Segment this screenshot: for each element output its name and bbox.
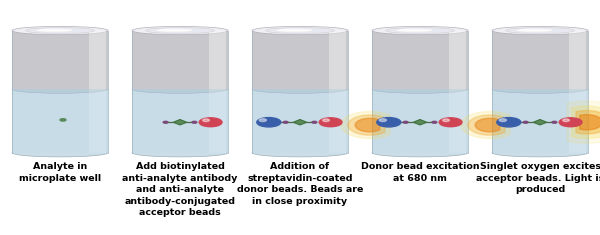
Circle shape [499,119,506,121]
Circle shape [192,121,197,123]
Text: Singlet oxygen excites
acceptor beads. Light is
produced: Singlet oxygen excites acceptor beads. L… [476,162,600,194]
Circle shape [497,118,521,127]
Polygon shape [567,101,600,143]
Ellipse shape [36,29,73,32]
Text: Add biotinylated
anti-analyte antibody
and anti-analyte
antibody-conjugated
acce: Add biotinylated anti-analyte antibody a… [122,162,238,217]
Ellipse shape [12,26,108,35]
Ellipse shape [492,85,588,93]
FancyBboxPatch shape [12,31,108,153]
Ellipse shape [25,27,95,34]
Ellipse shape [492,149,588,157]
Text: Analyte in
microplate well: Analyte in microplate well [19,162,101,183]
Circle shape [443,119,449,121]
Circle shape [60,119,66,121]
Ellipse shape [132,85,228,93]
Circle shape [257,118,281,127]
Ellipse shape [252,149,348,157]
FancyBboxPatch shape [132,89,228,153]
FancyBboxPatch shape [132,31,228,153]
FancyBboxPatch shape [492,31,588,153]
FancyBboxPatch shape [329,89,346,153]
FancyBboxPatch shape [209,89,226,153]
FancyBboxPatch shape [132,31,228,89]
Circle shape [199,118,222,127]
Circle shape [563,119,569,121]
Circle shape [319,118,342,127]
Circle shape [259,119,266,121]
Polygon shape [475,118,500,132]
FancyBboxPatch shape [569,31,586,89]
Ellipse shape [516,29,553,32]
Ellipse shape [372,26,468,35]
FancyBboxPatch shape [449,31,466,89]
FancyBboxPatch shape [329,31,346,89]
Circle shape [559,118,582,127]
Ellipse shape [12,85,108,93]
FancyBboxPatch shape [89,89,106,153]
Circle shape [523,121,528,123]
FancyBboxPatch shape [569,89,586,153]
Circle shape [323,119,329,121]
Polygon shape [341,112,390,139]
Ellipse shape [252,26,348,35]
Polygon shape [572,106,600,138]
Circle shape [203,119,209,121]
Polygon shape [580,115,600,130]
Ellipse shape [396,29,433,32]
Polygon shape [173,120,187,125]
Ellipse shape [385,27,455,34]
Ellipse shape [156,29,193,32]
Ellipse shape [132,26,228,35]
Circle shape [379,119,386,121]
FancyBboxPatch shape [12,31,108,89]
Ellipse shape [505,27,575,34]
Ellipse shape [12,149,108,157]
FancyBboxPatch shape [492,89,588,153]
Text: Addition of
streptavidin-coated
donor beads. Beads are
in close proximity: Addition of streptavidin-coated donor be… [237,162,363,205]
Ellipse shape [132,149,228,157]
Text: Donor bead excitation
at 680 nm: Donor bead excitation at 680 nm [361,162,479,183]
Polygon shape [468,115,505,135]
FancyBboxPatch shape [492,31,588,89]
FancyBboxPatch shape [209,31,226,89]
Ellipse shape [252,85,348,93]
Polygon shape [413,120,427,125]
Circle shape [432,121,437,123]
Ellipse shape [372,85,468,93]
FancyBboxPatch shape [252,31,348,89]
Circle shape [403,121,408,123]
FancyBboxPatch shape [252,89,348,153]
FancyBboxPatch shape [449,89,466,153]
Polygon shape [533,120,547,125]
FancyBboxPatch shape [12,89,108,153]
Polygon shape [348,115,385,135]
FancyBboxPatch shape [252,31,348,153]
Circle shape [312,121,317,123]
FancyBboxPatch shape [372,31,468,89]
Polygon shape [576,110,600,134]
Circle shape [552,121,557,123]
Polygon shape [355,118,380,132]
Polygon shape [461,112,510,139]
Ellipse shape [492,26,588,35]
Circle shape [377,118,401,127]
FancyBboxPatch shape [372,31,468,153]
Ellipse shape [276,29,313,32]
FancyBboxPatch shape [372,89,468,153]
Circle shape [439,118,462,127]
Polygon shape [293,120,307,125]
Circle shape [163,121,168,123]
Ellipse shape [145,27,215,34]
FancyBboxPatch shape [89,31,106,89]
Circle shape [283,121,288,123]
Ellipse shape [265,27,335,34]
Ellipse shape [372,149,468,157]
